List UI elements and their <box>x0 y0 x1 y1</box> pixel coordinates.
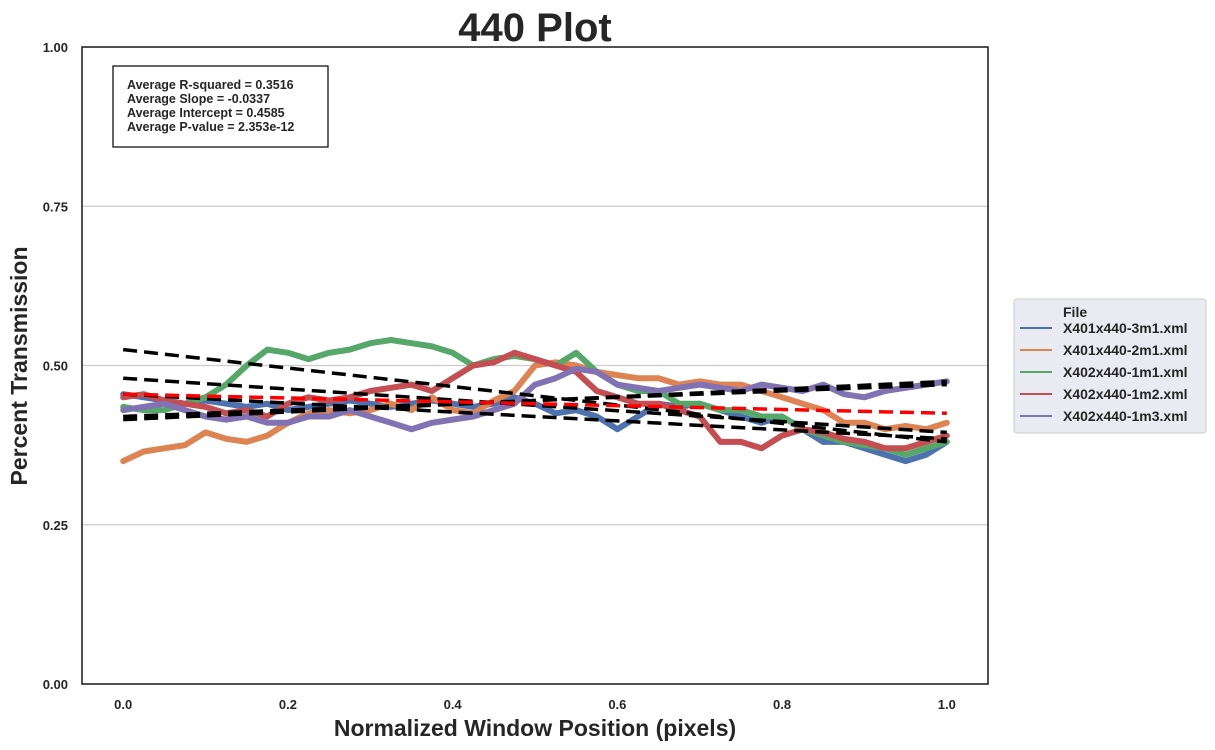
x-tick-label: 0.0 <box>114 697 132 712</box>
fit-line <box>123 382 947 419</box>
y-tick-label: 1.00 <box>43 40 68 55</box>
x-axis-label: Normalized Window Position (pixels) <box>334 715 736 741</box>
x-tick-label: 0.2 <box>279 697 297 712</box>
legend-entry: X402x440-1m2.xml <box>1063 386 1188 402</box>
legend-entry: X401x440-2m1.xml <box>1063 342 1188 358</box>
series-line <box>120 365 950 433</box>
stat-slope: Average Slope = -0.0337 <box>127 92 270 106</box>
stat-r-squared: Average R-squared = 0.3516 <box>127 78 294 92</box>
x-tick-label: 1.0 <box>938 697 956 712</box>
x-axis: 0.0 0.2 0.4 0.6 0.8 1.0 <box>114 697 956 712</box>
stat-p-value: Average P-value = 2.353e-12 <box>127 120 294 134</box>
y-tick-label: 0.75 <box>43 199 68 214</box>
legend-box <box>1013 298 1207 434</box>
legend-title: File <box>1063 304 1087 320</box>
y-tick-label: 0.25 <box>43 518 68 533</box>
legend-entry: X402x440-1m3.xml <box>1063 408 1188 424</box>
average-fit-line <box>123 392 947 416</box>
stat-intercept: Average Intercept = 0.4585 <box>127 106 285 120</box>
plot-frame <box>81 46 989 685</box>
y-tick-label: 0.00 <box>43 677 68 692</box>
fit-line <box>123 392 947 441</box>
legend: File X401x440-3m1.xmlX401x440-2m1.xmlX40… <box>1013 298 1207 434</box>
stats-box: Average R-squared = 0.3516 Average Slope… <box>112 65 329 148</box>
x-tick-label: 0.8 <box>773 697 791 712</box>
fit-line <box>122 347 948 444</box>
fit-lines <box>122 347 948 444</box>
x-tick-label: 0.6 <box>608 697 626 712</box>
legend-entry: X401x440-3m1.xml <box>1063 320 1188 336</box>
chart-title: 440 Plot <box>458 6 611 50</box>
legend-entry: X402x440-1m1.xml <box>1063 364 1188 380</box>
series-line <box>120 359 950 465</box>
y-axis-label: Percent Transmission <box>6 246 32 485</box>
legend-items: X401x440-3m1.xml X401x440-2m1.xml X402x440… <box>1020 320 1188 424</box>
y-axis: 0.00 0.25 0.50 0.75 1.00 <box>43 40 68 692</box>
y-tick-label: 0.50 <box>43 359 68 374</box>
x-tick-label: 0.4 <box>444 697 463 712</box>
stats-box-border <box>112 65 329 148</box>
